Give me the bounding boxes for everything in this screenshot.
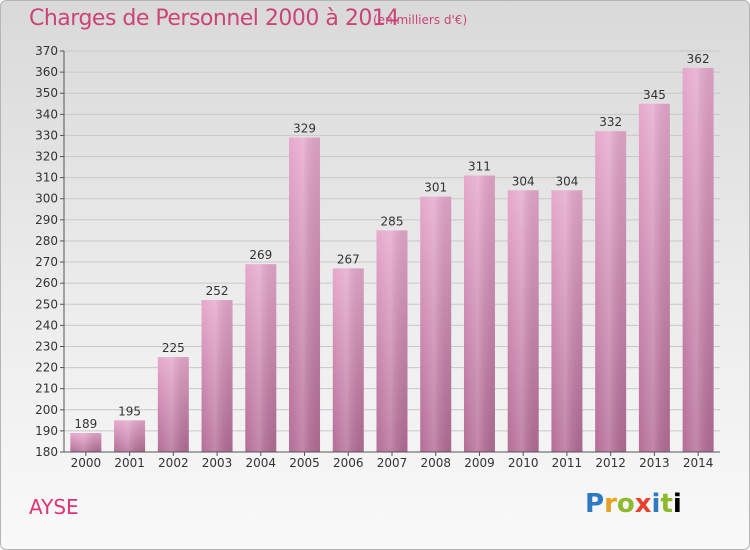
value-label: 304 [512, 174, 535, 188]
bar-2000 [70, 433, 102, 452]
bar-2014 [682, 67, 714, 452]
bar-2007 [376, 230, 408, 452]
y-tick-label: 340 [35, 107, 58, 121]
x-tick-label: 2004 [246, 456, 277, 470]
bar-shine [463, 175, 495, 452]
bar-shine [245, 264, 277, 452]
y-tick-label: 270 [35, 255, 58, 269]
y-tick-label: 240 [35, 318, 58, 332]
y-tick-label: 260 [35, 276, 58, 290]
y-tick-label: 330 [35, 128, 58, 142]
y-tick-label: 180 [35, 445, 58, 459]
y-tick-label: 200 [35, 403, 58, 417]
proxiti-logo[interactable]: Proxiti [585, 489, 682, 519]
value-label: 269 [249, 248, 272, 262]
bar-shine [507, 190, 539, 452]
y-tick-label: 280 [35, 234, 58, 248]
x-tick-label: 2009 [464, 456, 495, 470]
value-label: 332 [599, 115, 622, 129]
value-label: 195 [118, 404, 141, 418]
bar-shine [332, 268, 364, 452]
bar-shine [682, 67, 714, 452]
bar-2003 [201, 300, 233, 452]
bar-2011 [551, 190, 583, 452]
bar-2004 [245, 264, 277, 452]
y-tick-label: 210 [35, 382, 58, 396]
value-label: 267 [337, 252, 360, 266]
x-tick-label: 2013 [639, 456, 670, 470]
x-tick-label: 2008 [420, 456, 451, 470]
value-label: 301 [424, 181, 447, 195]
bars [70, 67, 714, 453]
value-label: 225 [162, 341, 185, 355]
x-tick-label: 2001 [114, 456, 145, 470]
x-tick-label: 2012 [595, 456, 626, 470]
bar-shine [595, 131, 627, 452]
x-axis-ticks: 2000 2001 2002 2003 2004 2005 2006 2007 2008 2009… [71, 452, 714, 470]
location-label: AYSE [29, 495, 79, 519]
y-tick-label: 350 [35, 86, 58, 100]
y-tick-label: 230 [35, 339, 58, 353]
y-tick-label: 320 [35, 150, 58, 164]
y-tick-label: 370 [35, 44, 58, 58]
bar-shine [420, 196, 452, 452]
y-tick-label: 250 [35, 297, 58, 311]
bar-shine [376, 230, 408, 452]
value-label: 362 [687, 52, 710, 66]
x-tick-label: 2003 [202, 456, 233, 470]
bar-shine [201, 300, 233, 452]
bar-2005 [289, 137, 321, 452]
bar-shine [551, 190, 583, 452]
x-tick-label: 2010 [508, 456, 539, 470]
x-tick-label: 2014 [683, 456, 714, 470]
x-tick-label: 2002 [158, 456, 189, 470]
bar-2001 [114, 420, 146, 452]
value-label: 189 [74, 417, 97, 431]
bar-shine [70, 433, 102, 452]
value-label: 304 [555, 174, 578, 188]
value-labels: 189 195 225 252 269 329 267 285 301 311 304 304 332 3… [74, 52, 709, 431]
y-axis-ticks: 180 190 200 210 220 230 240 250 260 270 280 290 300 3… [35, 44, 64, 459]
value-label: 345 [643, 88, 666, 102]
bar-shine [638, 103, 670, 453]
chart-subtitle: (en milliers d'€) [373, 13, 468, 27]
y-tick-label: 310 [35, 171, 58, 185]
x-tick-label: 2005 [289, 456, 320, 470]
bar-2008 [420, 196, 452, 452]
bar-shine [289, 137, 321, 452]
y-tick-label: 360 [35, 65, 58, 79]
y-tick-label: 300 [35, 192, 58, 206]
bar-2009 [463, 175, 495, 452]
value-label: 311 [468, 160, 491, 174]
x-tick-label: 2011 [552, 456, 583, 470]
bar-2002 [157, 357, 189, 452]
x-tick-label: 2007 [377, 456, 408, 470]
bar-2013 [638, 103, 670, 453]
y-tick-label: 220 [35, 361, 58, 375]
value-label: 329 [293, 122, 316, 136]
y-tick-label: 190 [35, 424, 58, 438]
chart-title: Charges de Personnel 2000 à 2014 [29, 6, 399, 31]
value-label: 252 [206, 284, 229, 298]
bar-shine [157, 357, 189, 452]
x-tick-label: 2000 [71, 456, 102, 470]
bar-shine [114, 420, 146, 452]
y-tick-label: 290 [35, 213, 58, 227]
bar-2006 [332, 268, 364, 452]
bar-2012 [595, 131, 627, 452]
value-label: 285 [381, 214, 404, 228]
bar-2010 [507, 190, 539, 452]
x-tick-label: 2006 [333, 456, 364, 470]
